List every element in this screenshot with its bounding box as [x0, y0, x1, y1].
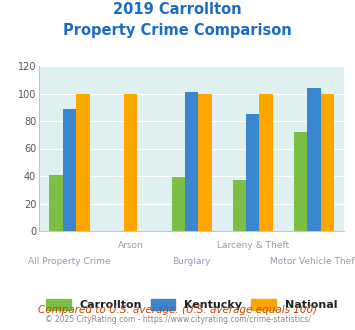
- Bar: [307, 88, 321, 231]
- Bar: [260, 93, 273, 231]
- Text: Larceny & Theft: Larceny & Theft: [217, 241, 289, 250]
- Bar: [198, 93, 212, 231]
- Bar: [246, 114, 260, 231]
- Bar: [63, 109, 76, 231]
- Bar: [294, 132, 307, 231]
- Text: Compared to U.S. average. (U.S. average equals 100): Compared to U.S. average. (U.S. average …: [38, 305, 317, 315]
- Text: Motor Vehicle Theft: Motor Vehicle Theft: [270, 257, 355, 266]
- Bar: [76, 93, 90, 231]
- Legend: Carrollton, Kentucky, National: Carrollton, Kentucky, National: [46, 299, 337, 311]
- Bar: [233, 180, 246, 231]
- Text: Arson: Arson: [118, 241, 143, 250]
- Text: Burglary: Burglary: [173, 257, 211, 266]
- Bar: [185, 92, 198, 231]
- Text: Property Crime Comparison: Property Crime Comparison: [63, 23, 292, 38]
- Text: All Property Crime: All Property Crime: [28, 257, 111, 266]
- Bar: [49, 175, 63, 231]
- Text: © 2025 CityRating.com - https://www.cityrating.com/crime-statistics/: © 2025 CityRating.com - https://www.city…: [45, 315, 310, 324]
- Text: 2019 Carrollton: 2019 Carrollton: [113, 2, 242, 16]
- Bar: [321, 93, 334, 231]
- Bar: [171, 178, 185, 231]
- Bar: [124, 93, 137, 231]
